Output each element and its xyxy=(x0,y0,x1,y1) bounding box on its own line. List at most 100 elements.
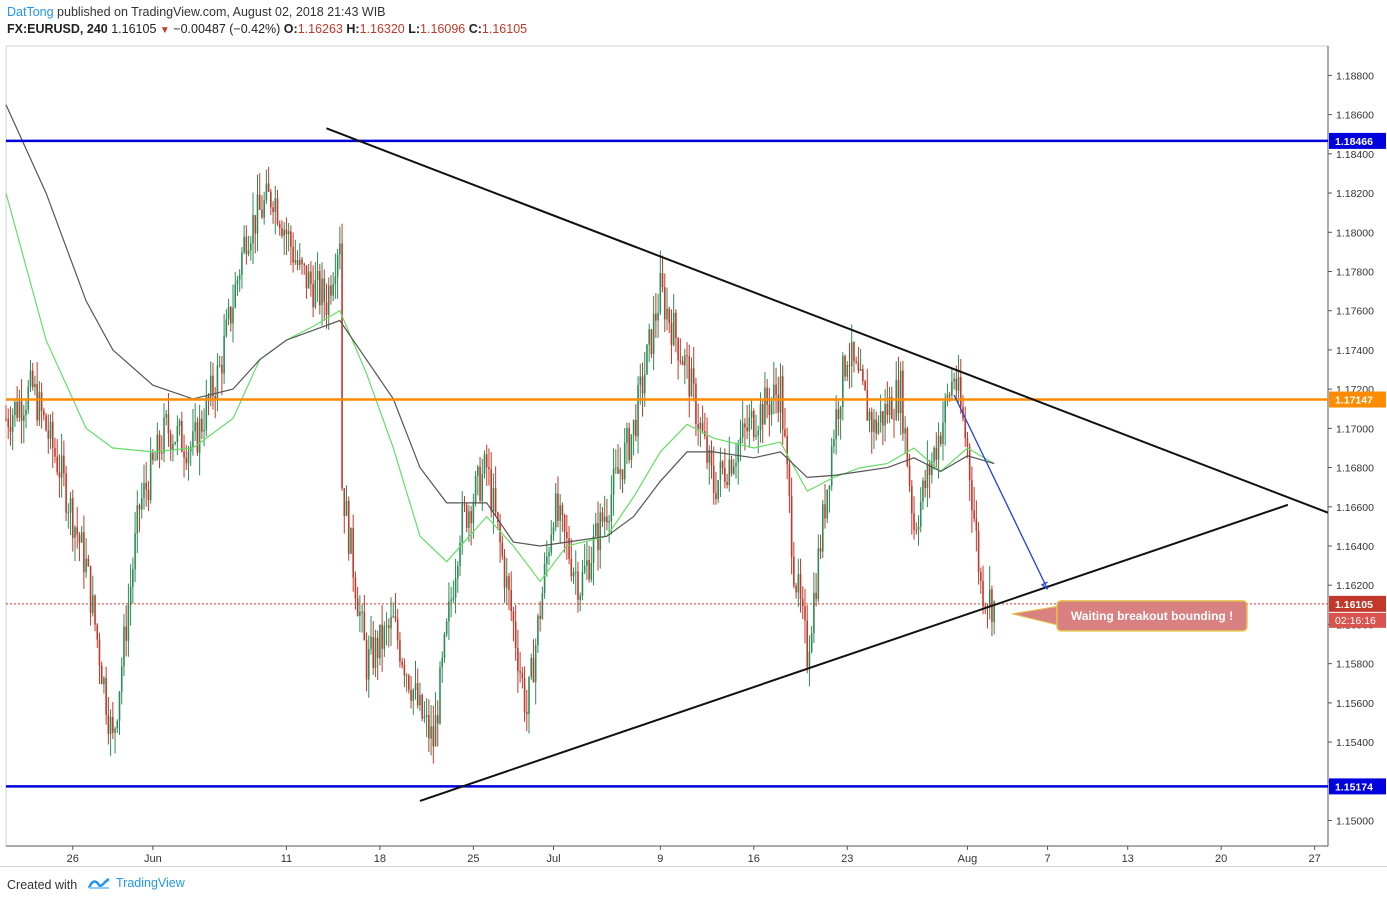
candle xyxy=(40,382,43,429)
candle xyxy=(570,538,573,582)
candle xyxy=(628,422,630,464)
candle-body xyxy=(503,556,506,588)
candle xyxy=(9,406,12,446)
candle xyxy=(118,691,121,735)
candle-body xyxy=(154,459,156,461)
candle-body xyxy=(710,449,713,467)
candle xyxy=(525,689,528,732)
candle-body xyxy=(606,516,608,523)
candle-body xyxy=(695,383,697,425)
candle xyxy=(103,675,105,694)
candle xyxy=(223,313,225,385)
candle xyxy=(403,658,406,688)
candle-body xyxy=(690,368,693,397)
candle-body xyxy=(198,418,201,453)
candle-body xyxy=(561,505,564,515)
candle-body xyxy=(254,215,257,234)
symbol-label: FX:EURUSD, 240 xyxy=(7,22,108,36)
candle xyxy=(692,346,695,402)
candle xyxy=(715,471,717,505)
candle xyxy=(274,185,277,235)
candle-body xyxy=(379,624,381,659)
candle xyxy=(298,243,301,270)
candle-body xyxy=(724,468,726,482)
candle xyxy=(341,223,343,491)
candle-body xyxy=(158,434,161,453)
candle xyxy=(354,571,357,610)
candle xyxy=(207,393,210,416)
candle xyxy=(893,408,895,438)
candle xyxy=(574,550,577,595)
candle xyxy=(944,393,946,446)
candle xyxy=(873,408,875,449)
candle xyxy=(746,405,748,440)
candle xyxy=(835,395,837,455)
candle-body xyxy=(646,344,648,375)
candle xyxy=(74,525,76,562)
candle-body xyxy=(232,307,234,324)
candle-body xyxy=(307,271,310,289)
y-axis: 1.18800 1.18600 1.18400 1.18200 1.18000 1.178… xyxy=(1327,46,1374,846)
candle-body xyxy=(69,498,72,513)
candle xyxy=(592,524,595,586)
candle xyxy=(610,475,613,535)
candle-body xyxy=(948,394,951,396)
candle-body xyxy=(679,360,682,362)
candle xyxy=(256,174,259,252)
candle-body xyxy=(394,616,397,620)
candle xyxy=(123,614,125,677)
candle xyxy=(105,666,107,725)
candle xyxy=(178,418,181,436)
candle xyxy=(134,512,136,583)
candle-body xyxy=(686,355,688,357)
candle xyxy=(241,247,243,289)
candle xyxy=(463,495,466,513)
candle-body xyxy=(181,420,183,452)
candle xyxy=(563,513,566,553)
candle-body xyxy=(245,236,248,254)
candle xyxy=(290,225,292,266)
candle xyxy=(247,235,250,257)
candle-body xyxy=(136,505,139,534)
candle xyxy=(390,597,392,646)
candle xyxy=(76,506,79,549)
candle-body xyxy=(922,480,924,502)
candle-body xyxy=(134,533,136,570)
candle-body xyxy=(274,198,277,213)
candle xyxy=(617,444,619,475)
candle-body xyxy=(501,542,504,557)
candle xyxy=(270,188,272,215)
candle xyxy=(483,450,486,479)
candle-body xyxy=(147,489,150,500)
candle xyxy=(862,364,864,386)
candle xyxy=(145,462,148,507)
y-tick-label: 1.16200 xyxy=(1336,580,1374,592)
candle-body xyxy=(459,542,461,566)
candle-body xyxy=(194,422,196,432)
candle xyxy=(521,666,524,689)
candle xyxy=(882,410,884,446)
candle xyxy=(112,702,114,740)
slow-ma-line xyxy=(5,104,995,547)
candle xyxy=(365,632,368,692)
high-label: H: xyxy=(346,22,360,36)
author-link[interactable]: DatTong xyxy=(7,5,54,19)
price-chart[interactable]: 1.18800 1.18600 1.18400 1.18200 1.18000 1.178… xyxy=(0,42,1387,866)
candle-body xyxy=(67,512,70,514)
candle xyxy=(459,535,461,576)
candle xyxy=(165,409,168,426)
candle-body xyxy=(499,521,501,543)
candle xyxy=(212,362,214,410)
candle xyxy=(158,430,161,469)
candle-body xyxy=(572,572,575,577)
candle-body xyxy=(786,436,788,465)
candle-body xyxy=(267,183,270,192)
candle-body xyxy=(980,572,982,581)
candle-body xyxy=(370,636,372,650)
candle xyxy=(294,239,297,265)
candle-body xyxy=(103,677,105,685)
tradingview-brand[interactable]: TradingView xyxy=(88,876,185,890)
candle-body xyxy=(76,527,79,535)
candle-body xyxy=(463,504,466,506)
candle-body xyxy=(11,415,14,432)
